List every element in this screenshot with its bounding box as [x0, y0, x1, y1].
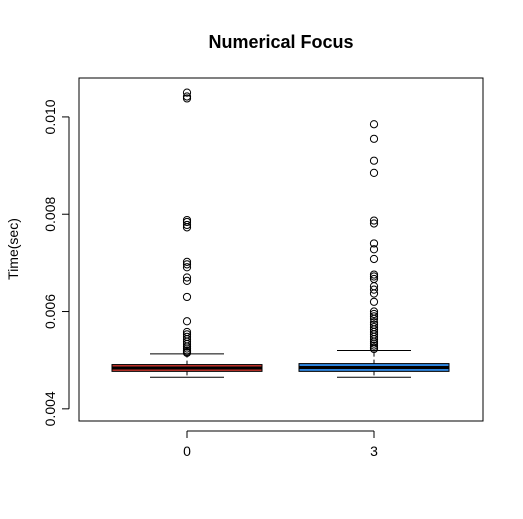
outlier-point [369, 297, 379, 306]
outlier-point [369, 344, 379, 354]
outlier-point [182, 94, 192, 103]
y-tick-label: 0.004 [42, 391, 58, 426]
chart-title: Numerical Focus [208, 32, 353, 52]
plot-frame [78, 77, 484, 422]
outlier-point [369, 134, 379, 143]
box-group-0 [111, 88, 263, 378]
outlier-point [369, 289, 379, 298]
outlier-point [369, 216, 379, 225]
outlier-point [182, 340, 192, 349]
outlier-point [369, 245, 379, 254]
outlier-point [369, 120, 379, 129]
x-tick-label: 3 [370, 443, 378, 459]
y-axis: 0.004 0.006 0.008 0.010 [42, 99, 70, 426]
outlier-point [182, 217, 192, 227]
outlier-point [182, 257, 192, 267]
y-tick-label: 0.010 [42, 99, 58, 134]
outlier-point [369, 309, 379, 319]
outlier-point [182, 292, 192, 302]
boxes [111, 88, 450, 378]
outlier-point [369, 312, 379, 321]
outlier-point [182, 263, 192, 272]
outlier-point [369, 219, 379, 228]
outlier-point [182, 276, 192, 285]
outlier-point [369, 335, 379, 344]
outlier-point [369, 314, 379, 323]
outlier-point [182, 220, 192, 230]
y-axis-label: Time(sec) [5, 218, 21, 280]
x-tick-label: 0 [183, 443, 191, 459]
outlier-point [182, 273, 192, 282]
outlier-point [182, 348, 192, 357]
outlier-point [369, 156, 379, 165]
outlier-point [369, 285, 379, 294]
outlier-point [369, 168, 379, 177]
outlier-point [369, 254, 379, 264]
box-group-3 [298, 120, 450, 378]
outlier-point [182, 223, 192, 232]
outlier-point [182, 88, 192, 97]
outlier-point [369, 272, 379, 281]
outlier-point [182, 317, 192, 326]
y-tick-label: 0.006 [42, 294, 58, 329]
outlier-point [369, 239, 379, 248]
y-tick-label: 0.008 [42, 197, 58, 232]
outlier-point [182, 260, 192, 269]
